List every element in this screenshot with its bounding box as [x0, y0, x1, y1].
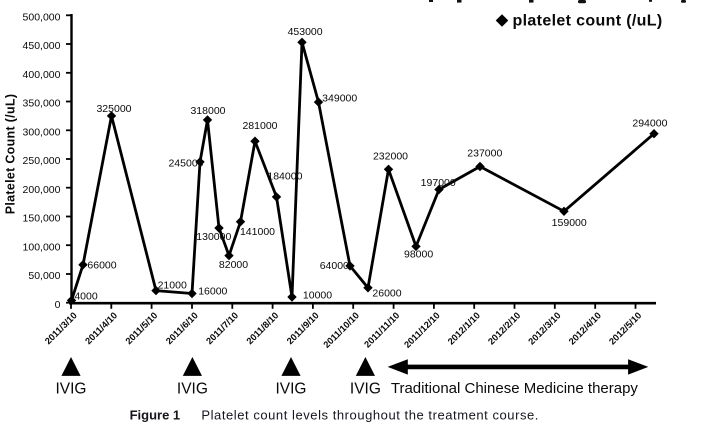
svg-text:2011/10/10: 2011/10/10 [321, 310, 361, 350]
svg-text:2011/4/10: 2011/4/10 [83, 310, 119, 346]
svg-text:2012/5/10: 2012/5/10 [607, 310, 643, 346]
svg-text:159000: 159000 [552, 217, 587, 229]
svg-text:2012/1/10: 2012/1/10 [446, 310, 482, 346]
svg-text:325000: 325000 [96, 103, 131, 115]
svg-text:platelet count (/uL): platelet count (/uL) [513, 12, 663, 29]
svg-text:Figure 1: Figure 1 [130, 408, 181, 423]
svg-text:197000: 197000 [421, 177, 456, 189]
svg-text:Platelet count levels througho: Platelet count levels throughout the tre… [201, 408, 539, 423]
svg-text:100,000: 100,000 [23, 241, 61, 253]
svg-text:2011/9/10: 2011/9/10 [285, 310, 321, 346]
svg-text:IVIG: IVIG [177, 381, 208, 398]
svg-text:0: 0 [55, 299, 61, 311]
svg-text:237000: 237000 [467, 147, 502, 159]
svg-text:2011/5/10: 2011/5/10 [124, 310, 160, 346]
svg-text:21000: 21000 [158, 279, 187, 291]
svg-text:500,000: 500,000 [23, 11, 61, 23]
svg-text:IVIG: IVIG [350, 381, 381, 398]
svg-text:350,000: 350,000 [23, 98, 61, 110]
svg-text:150,000: 150,000 [23, 213, 61, 225]
svg-text:400,000: 400,000 [23, 69, 61, 81]
svg-text:245000: 245000 [168, 157, 203, 169]
svg-text:453000: 453000 [288, 26, 323, 38]
svg-text:98000: 98000 [404, 249, 433, 261]
svg-text:2012/4/10: 2012/4/10 [567, 310, 603, 346]
svg-text:184000: 184000 [267, 170, 302, 182]
svg-text:130000: 130000 [196, 231, 231, 243]
svg-text:232000: 232000 [373, 150, 408, 162]
svg-text:4000: 4000 [74, 291, 98, 303]
svg-text:IVIG: IVIG [55, 381, 86, 398]
svg-text:450,000: 450,000 [23, 40, 61, 52]
svg-text:200,000: 200,000 [23, 184, 61, 196]
svg-text:16000: 16000 [198, 285, 227, 297]
svg-text:250,000: 250,000 [23, 155, 61, 167]
svg-text:64000: 64000 [320, 260, 349, 272]
svg-text:82000: 82000 [219, 259, 248, 271]
svg-text:66000: 66000 [87, 259, 116, 271]
svg-text:294000: 294000 [632, 117, 667, 129]
svg-text:281000: 281000 [242, 120, 277, 132]
svg-text:2011/6/10: 2011/6/10 [164, 310, 200, 346]
svg-text:IVIG: IVIG [275, 381, 306, 398]
svg-text:141000: 141000 [240, 226, 275, 238]
svg-text:349000: 349000 [322, 93, 357, 105]
svg-text:2011/12/10: 2011/12/10 [402, 310, 442, 350]
svg-text:26000: 26000 [372, 287, 401, 299]
svg-text:318000: 318000 [190, 105, 225, 117]
svg-text:10000: 10000 [303, 290, 332, 302]
svg-text:2011/11/10: 2011/11/10 [362, 310, 401, 349]
svg-text:2012/2/10: 2012/2/10 [486, 310, 522, 346]
svg-text:50,000: 50,000 [28, 270, 60, 282]
svg-text:2011/3/10: 2011/3/10 [43, 310, 79, 346]
svg-text:2011/7/10: 2011/7/10 [204, 310, 240, 346]
svg-text:Traditional Chinese Medicine t: Traditional Chinese Medicine therapy [391, 380, 639, 397]
svg-text:300,000: 300,000 [23, 126, 61, 138]
svg-text:Platelet Count (/uL): Platelet Count (/uL) [4, 94, 18, 215]
svg-text:2012/3/10: 2012/3/10 [526, 310, 562, 346]
svg-text:2011/8/10: 2011/8/10 [245, 310, 281, 346]
